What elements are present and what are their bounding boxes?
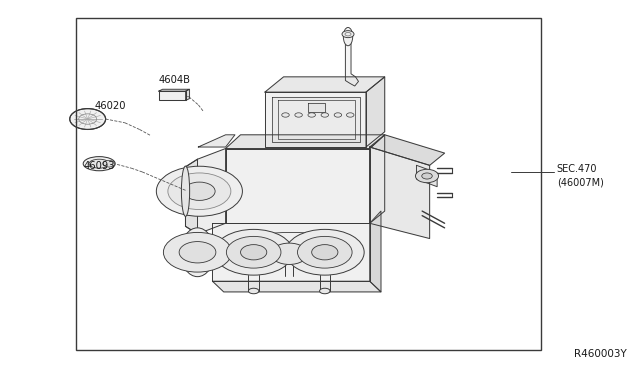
Circle shape [156,166,243,216]
Circle shape [312,245,338,260]
Polygon shape [225,135,385,148]
Circle shape [214,230,293,275]
Circle shape [241,245,267,260]
Text: 4604B: 4604B [159,75,191,85]
Text: R460003Y: R460003Y [575,349,627,359]
Polygon shape [212,281,381,292]
Polygon shape [366,77,385,147]
Circle shape [271,243,308,264]
Polygon shape [186,89,189,100]
Circle shape [103,160,115,167]
Circle shape [334,113,342,117]
Ellipse shape [83,157,115,171]
Bar [76,18,541,350]
Polygon shape [308,103,324,112]
Polygon shape [186,148,225,234]
Circle shape [282,113,289,117]
Polygon shape [225,148,370,223]
Bar [159,91,186,100]
Text: SEC.470: SEC.470 [557,164,597,174]
Circle shape [184,182,215,201]
Polygon shape [370,135,445,165]
Circle shape [422,173,432,179]
Polygon shape [186,159,198,234]
Ellipse shape [343,28,353,46]
Polygon shape [370,135,385,223]
Ellipse shape [319,288,330,294]
Polygon shape [265,77,385,92]
Polygon shape [159,89,189,91]
Circle shape [415,169,438,183]
Circle shape [308,113,316,117]
Text: (46007M): (46007M) [557,177,604,187]
Polygon shape [265,92,366,147]
Polygon shape [370,147,429,238]
Polygon shape [417,165,437,187]
Polygon shape [198,135,235,147]
Polygon shape [273,97,360,142]
Polygon shape [370,211,381,292]
Ellipse shape [180,228,214,277]
Circle shape [295,113,302,117]
Text: 46093: 46093 [83,161,115,170]
Ellipse shape [248,288,259,294]
Circle shape [168,173,231,209]
Circle shape [342,31,354,38]
Circle shape [321,113,328,117]
Circle shape [285,230,364,275]
Circle shape [298,236,352,268]
Circle shape [346,113,354,117]
Circle shape [70,109,106,129]
Circle shape [227,236,281,268]
Circle shape [179,241,216,263]
Polygon shape [346,40,358,86]
Text: 46020: 46020 [95,101,126,111]
Polygon shape [212,223,370,281]
Circle shape [163,232,232,272]
Ellipse shape [181,166,189,217]
Ellipse shape [89,159,109,168]
